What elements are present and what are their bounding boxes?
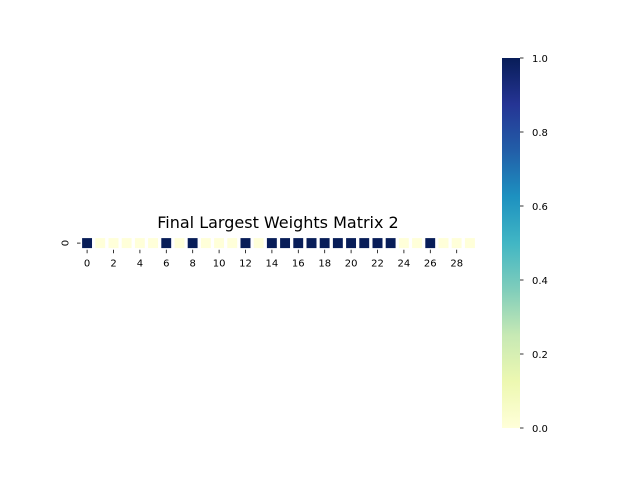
- heatmap-cell: [382, 234, 399, 252]
- heatmap-cell: [158, 234, 175, 252]
- heatmap-cell: [263, 234, 281, 252]
- heatmap-cell: [316, 234, 333, 252]
- x-tick-label: 8: [190, 259, 196, 270]
- heatmap-cell: [290, 234, 307, 252]
- x-tick-label: 4: [137, 259, 143, 270]
- heatmap-cell: [92, 234, 109, 252]
- colorbar-tick-label: 0.6: [532, 202, 548, 213]
- heatmap-cell: [144, 234, 162, 252]
- heatmap-cell: [448, 234, 465, 252]
- x-axis: 0 2 4 6 8 10 12 14 16 18 20 22 24 26 28: [84, 249, 463, 270]
- heatmap-cell: [435, 234, 452, 252]
- x-tick-label: 16: [292, 259, 305, 270]
- heatmap-cell: [395, 234, 413, 252]
- colorbar-axis: 0.0 0.2 0.4 0.6 0.8 1.0: [520, 54, 548, 435]
- heatmap-cell: [342, 234, 360, 252]
- heatmap-cell: [461, 234, 479, 252]
- x-tick-label: 10: [213, 259, 226, 270]
- colorbar-tick-label: 0.0: [532, 424, 548, 435]
- heatmap-cell: [224, 234, 241, 252]
- heatmap-cell: [250, 234, 267, 252]
- heatmap-cell: [184, 234, 201, 252]
- colorbar-tick-label: 0.4: [532, 276, 548, 287]
- x-tick-label: 20: [345, 259, 358, 270]
- x-tick-label: 14: [266, 259, 279, 270]
- heatmap-cell: [303, 234, 320, 252]
- colorbar: [502, 58, 520, 428]
- heatmap-cell: [237, 234, 254, 252]
- heatmap-cell: [356, 234, 373, 252]
- x-tick-label: 2: [110, 259, 116, 270]
- heatmap-cell: [408, 234, 426, 252]
- heatmap-cell: [276, 234, 294, 252]
- x-tick-label: 28: [450, 259, 463, 270]
- colorbar-tick-label: 0.8: [532, 128, 548, 139]
- heatmap-cell: [422, 234, 439, 252]
- heatmap-cell: [118, 234, 135, 252]
- heatmap-cell: [78, 234, 96, 252]
- x-tick-label: 6: [163, 259, 169, 270]
- x-tick-label: 0: [84, 259, 90, 270]
- y-axis: 0: [61, 240, 81, 246]
- colorbar-tick-label: 1.0: [532, 54, 548, 65]
- heatmap-grid: [78, 234, 479, 252]
- chart-title: Final Largest Weights Matrix 2: [157, 213, 398, 232]
- heatmap-cell: [369, 234, 386, 252]
- x-tick-label: 18: [318, 259, 331, 270]
- heatmap-cell: [329, 234, 347, 252]
- heatmap-cell: [197, 234, 215, 252]
- x-tick-label: 26: [424, 259, 437, 270]
- heatmap-cell: [105, 234, 122, 252]
- heatmap-cell: [171, 234, 188, 252]
- colorbar-tick-label: 0.2: [532, 350, 548, 361]
- x-tick-label: 12: [239, 259, 252, 270]
- y-tick-label: 0: [61, 240, 72, 246]
- heatmap-cell: [210, 234, 228, 252]
- x-tick-label: 22: [371, 259, 384, 270]
- heatmap-cell: [131, 234, 149, 252]
- x-tick-label: 24: [398, 259, 411, 270]
